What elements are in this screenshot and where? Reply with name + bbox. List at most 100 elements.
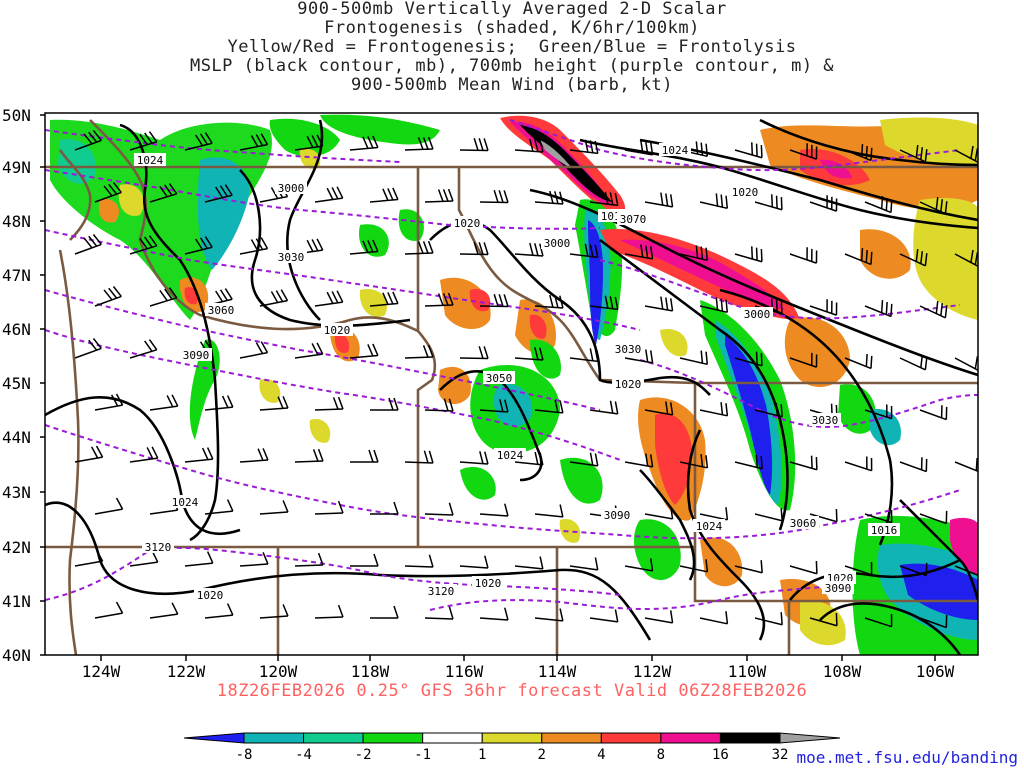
wind-barb bbox=[74, 338, 102, 359]
wind-barb bbox=[129, 446, 159, 463]
lat-tick-label: 47N bbox=[2, 266, 31, 285]
wind-barb bbox=[899, 248, 928, 267]
height-contour-label: 3030 bbox=[812, 414, 839, 427]
colorbar-tick-label: -8 bbox=[236, 747, 253, 763]
wind-barb bbox=[239, 552, 269, 567]
wind-barb bbox=[899, 144, 928, 163]
mslp-contour-label: 1024 bbox=[662, 144, 689, 157]
wind-barb bbox=[534, 608, 564, 622]
title-line-3: Yellow/Red = Frontogenesis; Green/Blue =… bbox=[227, 37, 797, 57]
height-contour-label-bg bbox=[425, 584, 457, 597]
wind-barb bbox=[350, 449, 379, 463]
wind-barb bbox=[919, 405, 948, 421]
mslp-contour-label-bg bbox=[321, 323, 353, 336]
wind-barb bbox=[754, 194, 783, 211]
height-contour-label: 3070 bbox=[620, 213, 647, 226]
colorbar-segment bbox=[600, 732, 662, 744]
wind-barb bbox=[679, 245, 709, 262]
lat-tick-label: 49N bbox=[2, 158, 31, 177]
wind-barb bbox=[424, 398, 454, 412]
height-contour-label-bg bbox=[541, 236, 573, 249]
wind-barb bbox=[314, 396, 344, 411]
wind-barb bbox=[954, 145, 978, 164]
wind-barb bbox=[369, 187, 399, 203]
wind-barb bbox=[569, 243, 599, 259]
height-contour-label: 3000 bbox=[544, 237, 571, 250]
wind-barb bbox=[754, 402, 783, 418]
wind-barb bbox=[589, 400, 619, 415]
height-contour-label-bg bbox=[180, 348, 212, 361]
wind-barb bbox=[479, 190, 509, 204]
wind-barb bbox=[734, 454, 763, 470]
source-credit-link[interactable]: moe.met.fsu.edu/banding bbox=[796, 748, 1018, 767]
colorbar-tick-label: -4 bbox=[295, 747, 312, 763]
lon-tick-label: 108W bbox=[823, 662, 862, 681]
wind-barb bbox=[149, 602, 179, 619]
height-contour-label-bg bbox=[205, 303, 237, 316]
wind-barb bbox=[404, 450, 434, 464]
wind-barb bbox=[424, 502, 454, 516]
wind-barb bbox=[314, 604, 344, 619]
mslp-contour-label: 1020 bbox=[475, 577, 502, 590]
mslp-contour-label: 1024 bbox=[137, 154, 164, 167]
wind-barb bbox=[204, 603, 234, 619]
mslp-contours bbox=[45, 118, 978, 655]
mslp-contour-label-bg bbox=[868, 523, 900, 536]
wind-barb bbox=[699, 193, 729, 210]
contour-labels: 1024 1024 1020 1016 1020 1020 1020 1024 1024 1024… bbox=[134, 143, 900, 602]
height-contour-label: 3090 bbox=[183, 349, 210, 362]
wind-barb bbox=[259, 604, 289, 619]
wind-barb bbox=[370, 605, 399, 619]
wind-barb bbox=[844, 353, 873, 370]
wind-barb bbox=[644, 296, 674, 312]
mslp-contour-label: 1020 bbox=[732, 186, 759, 199]
height-contour-label-bg bbox=[275, 181, 307, 194]
height-contour-label: 3000 bbox=[278, 182, 305, 195]
wind-barb bbox=[534, 294, 564, 309]
wind-barb bbox=[864, 509, 893, 524]
mslp-contour-label-bg bbox=[693, 519, 725, 532]
wind-barb bbox=[369, 291, 399, 307]
wind-barb bbox=[754, 508, 783, 522]
wind-barb bbox=[204, 395, 234, 411]
wind-barb bbox=[699, 611, 729, 625]
height-contour-label-bg bbox=[822, 581, 854, 594]
wind-barb bbox=[589, 295, 619, 311]
wind-barb bbox=[459, 242, 489, 256]
lon-tick-label: 110W bbox=[728, 662, 767, 681]
wind-barb bbox=[699, 507, 729, 521]
wind-barb bbox=[424, 292, 454, 307]
wind-barb bbox=[789, 455, 818, 471]
wind-barb bbox=[129, 235, 158, 255]
wind-barb bbox=[479, 607, 509, 621]
colorbar-tick-label: -2 bbox=[355, 747, 372, 763]
title-line-5: 900-500mb Mean Wind (barb, kt) bbox=[350, 75, 674, 95]
lat-tick-label: 44N bbox=[2, 428, 31, 447]
title-line-1: 900-500mb Vertically Averaged 2-D Scalar bbox=[297, 0, 727, 19]
wind-barb bbox=[864, 613, 893, 628]
title-line-4: MSLP (black contour, mb), 700mb height (… bbox=[189, 56, 835, 76]
height-contour-label-bg bbox=[809, 413, 841, 426]
wind-barb bbox=[514, 138, 544, 153]
lon-tick-label: 114W bbox=[538, 662, 577, 681]
height-contour-label: 3060 bbox=[790, 517, 817, 530]
height-contour-label-bg bbox=[275, 250, 307, 263]
wind-barb bbox=[569, 348, 599, 363]
wind-barb bbox=[184, 236, 213, 255]
wind-barb bbox=[864, 404, 893, 420]
wind-barb bbox=[624, 558, 654, 572]
lat-tick-label: 41N bbox=[2, 592, 31, 611]
height-contour-label: 3060 bbox=[208, 304, 235, 317]
colorbar-tick-label: 2 bbox=[538, 747, 546, 763]
lat-tick-label: 46N bbox=[2, 320, 31, 339]
wind-barb bbox=[74, 445, 104, 463]
mslp-contour-label: 1016 bbox=[871, 524, 898, 537]
wind-barb bbox=[239, 237, 269, 255]
wind-barb bbox=[789, 143, 818, 160]
lat-tick-label: 40N bbox=[2, 646, 31, 665]
height-contour-label-bg bbox=[787, 516, 819, 529]
mslp-contour-label-bg bbox=[169, 495, 201, 508]
wind-barb bbox=[259, 500, 289, 515]
wind-barb bbox=[349, 239, 379, 255]
